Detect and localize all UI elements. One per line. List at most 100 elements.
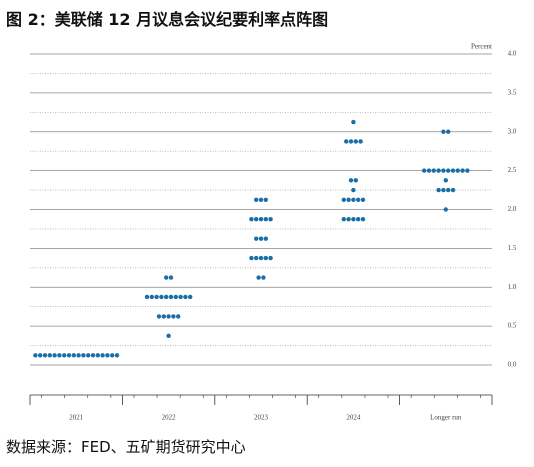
dot bbox=[164, 294, 169, 300]
dot bbox=[441, 168, 446, 173]
dot bbox=[356, 217, 361, 222]
dot bbox=[159, 294, 164, 300]
dot bbox=[268, 217, 273, 222]
x-tick-label: 2022 bbox=[162, 414, 177, 422]
y-tick-label: 3.0 bbox=[508, 127, 517, 135]
dot bbox=[351, 217, 356, 222]
dot bbox=[446, 168, 451, 173]
dot bbox=[66, 353, 72, 358]
dot bbox=[426, 168, 432, 173]
dot bbox=[351, 119, 356, 125]
dot bbox=[441, 129, 446, 134]
dot bbox=[431, 168, 436, 173]
dot bbox=[436, 168, 441, 173]
dot bbox=[258, 255, 264, 261]
dot bbox=[110, 353, 115, 358]
dot bbox=[268, 255, 273, 261]
dot bbox=[351, 197, 356, 202]
x-tick-label: 2021 bbox=[69, 414, 84, 422]
dot bbox=[465, 168, 470, 173]
y-tick-label: 2.5 bbox=[508, 166, 517, 174]
x-tick-label: 2024 bbox=[346, 414, 361, 422]
y-tick-label: 4.0 bbox=[508, 50, 517, 58]
dot bbox=[441, 187, 446, 193]
dot bbox=[173, 294, 178, 300]
dot bbox=[249, 255, 254, 261]
dot bbox=[52, 353, 57, 358]
dot bbox=[76, 353, 81, 358]
dot bbox=[149, 294, 154, 300]
dot bbox=[176, 314, 181, 319]
y-tick-label: 0.5 bbox=[508, 322, 517, 330]
dot bbox=[258, 217, 264, 222]
dot bbox=[154, 294, 159, 300]
dot bbox=[263, 236, 268, 241]
dot bbox=[38, 353, 43, 358]
dot bbox=[95, 353, 101, 358]
dot bbox=[164, 275, 169, 280]
dot bbox=[263, 197, 268, 202]
dot bbox=[33, 353, 38, 358]
y-tick-label: 2.0 bbox=[508, 205, 517, 213]
dot bbox=[348, 178, 354, 183]
dot bbox=[254, 255, 259, 261]
dot bbox=[256, 275, 261, 280]
x-tick-label: 2023 bbox=[254, 414, 269, 422]
dot bbox=[346, 197, 351, 202]
dot bbox=[443, 178, 448, 183]
dot bbox=[86, 353, 91, 358]
y-tick-label: 0.0 bbox=[508, 361, 517, 369]
dot bbox=[360, 217, 366, 222]
dot bbox=[344, 139, 349, 144]
dot bbox=[351, 187, 356, 193]
dot bbox=[90, 353, 96, 358]
dot bbox=[341, 197, 346, 202]
y-tick-label: 1.5 bbox=[508, 244, 517, 252]
dot bbox=[356, 197, 361, 202]
dot bbox=[81, 353, 86, 358]
dot bbox=[450, 187, 456, 193]
dot bbox=[341, 217, 346, 222]
dot bbox=[171, 314, 176, 319]
dot bbox=[254, 217, 259, 222]
dot bbox=[455, 168, 460, 173]
dot bbox=[353, 178, 358, 183]
dot bbox=[168, 294, 174, 300]
dot bbox=[188, 294, 193, 300]
dot bbox=[450, 168, 456, 173]
dot bbox=[422, 168, 427, 173]
dot bbox=[100, 353, 105, 358]
x-tick-label: Longer run bbox=[430, 414, 462, 422]
dot bbox=[258, 236, 264, 241]
dot bbox=[346, 217, 351, 222]
dot bbox=[249, 217, 254, 222]
dot bbox=[348, 139, 354, 144]
source: 数据来源：FED、五矿期货研究中心 bbox=[6, 438, 246, 456]
dot bbox=[42, 353, 48, 358]
dot bbox=[105, 353, 110, 358]
dot bbox=[258, 197, 264, 202]
dot bbox=[360, 197, 366, 202]
dot bbox=[47, 353, 52, 358]
y-axis-label: Percent bbox=[471, 43, 492, 51]
y-tick-label: 3.5 bbox=[508, 88, 517, 96]
dot bbox=[183, 294, 188, 300]
dot bbox=[460, 168, 465, 173]
dot bbox=[114, 353, 120, 358]
dot bbox=[61, 353, 67, 358]
title: 图 2：美联储 12 月议息会议纪要利率点阵图 bbox=[6, 10, 329, 29]
dot bbox=[436, 187, 441, 193]
dot bbox=[254, 236, 259, 241]
dot bbox=[254, 197, 259, 202]
dot bbox=[156, 314, 162, 319]
dot bbox=[353, 139, 358, 144]
dot bbox=[443, 207, 448, 212]
dot bbox=[144, 294, 150, 300]
dot bbox=[263, 217, 268, 222]
dot bbox=[161, 314, 166, 319]
y-tick-label: 1.0 bbox=[508, 283, 517, 291]
dot bbox=[168, 275, 174, 280]
dot bbox=[57, 353, 62, 358]
